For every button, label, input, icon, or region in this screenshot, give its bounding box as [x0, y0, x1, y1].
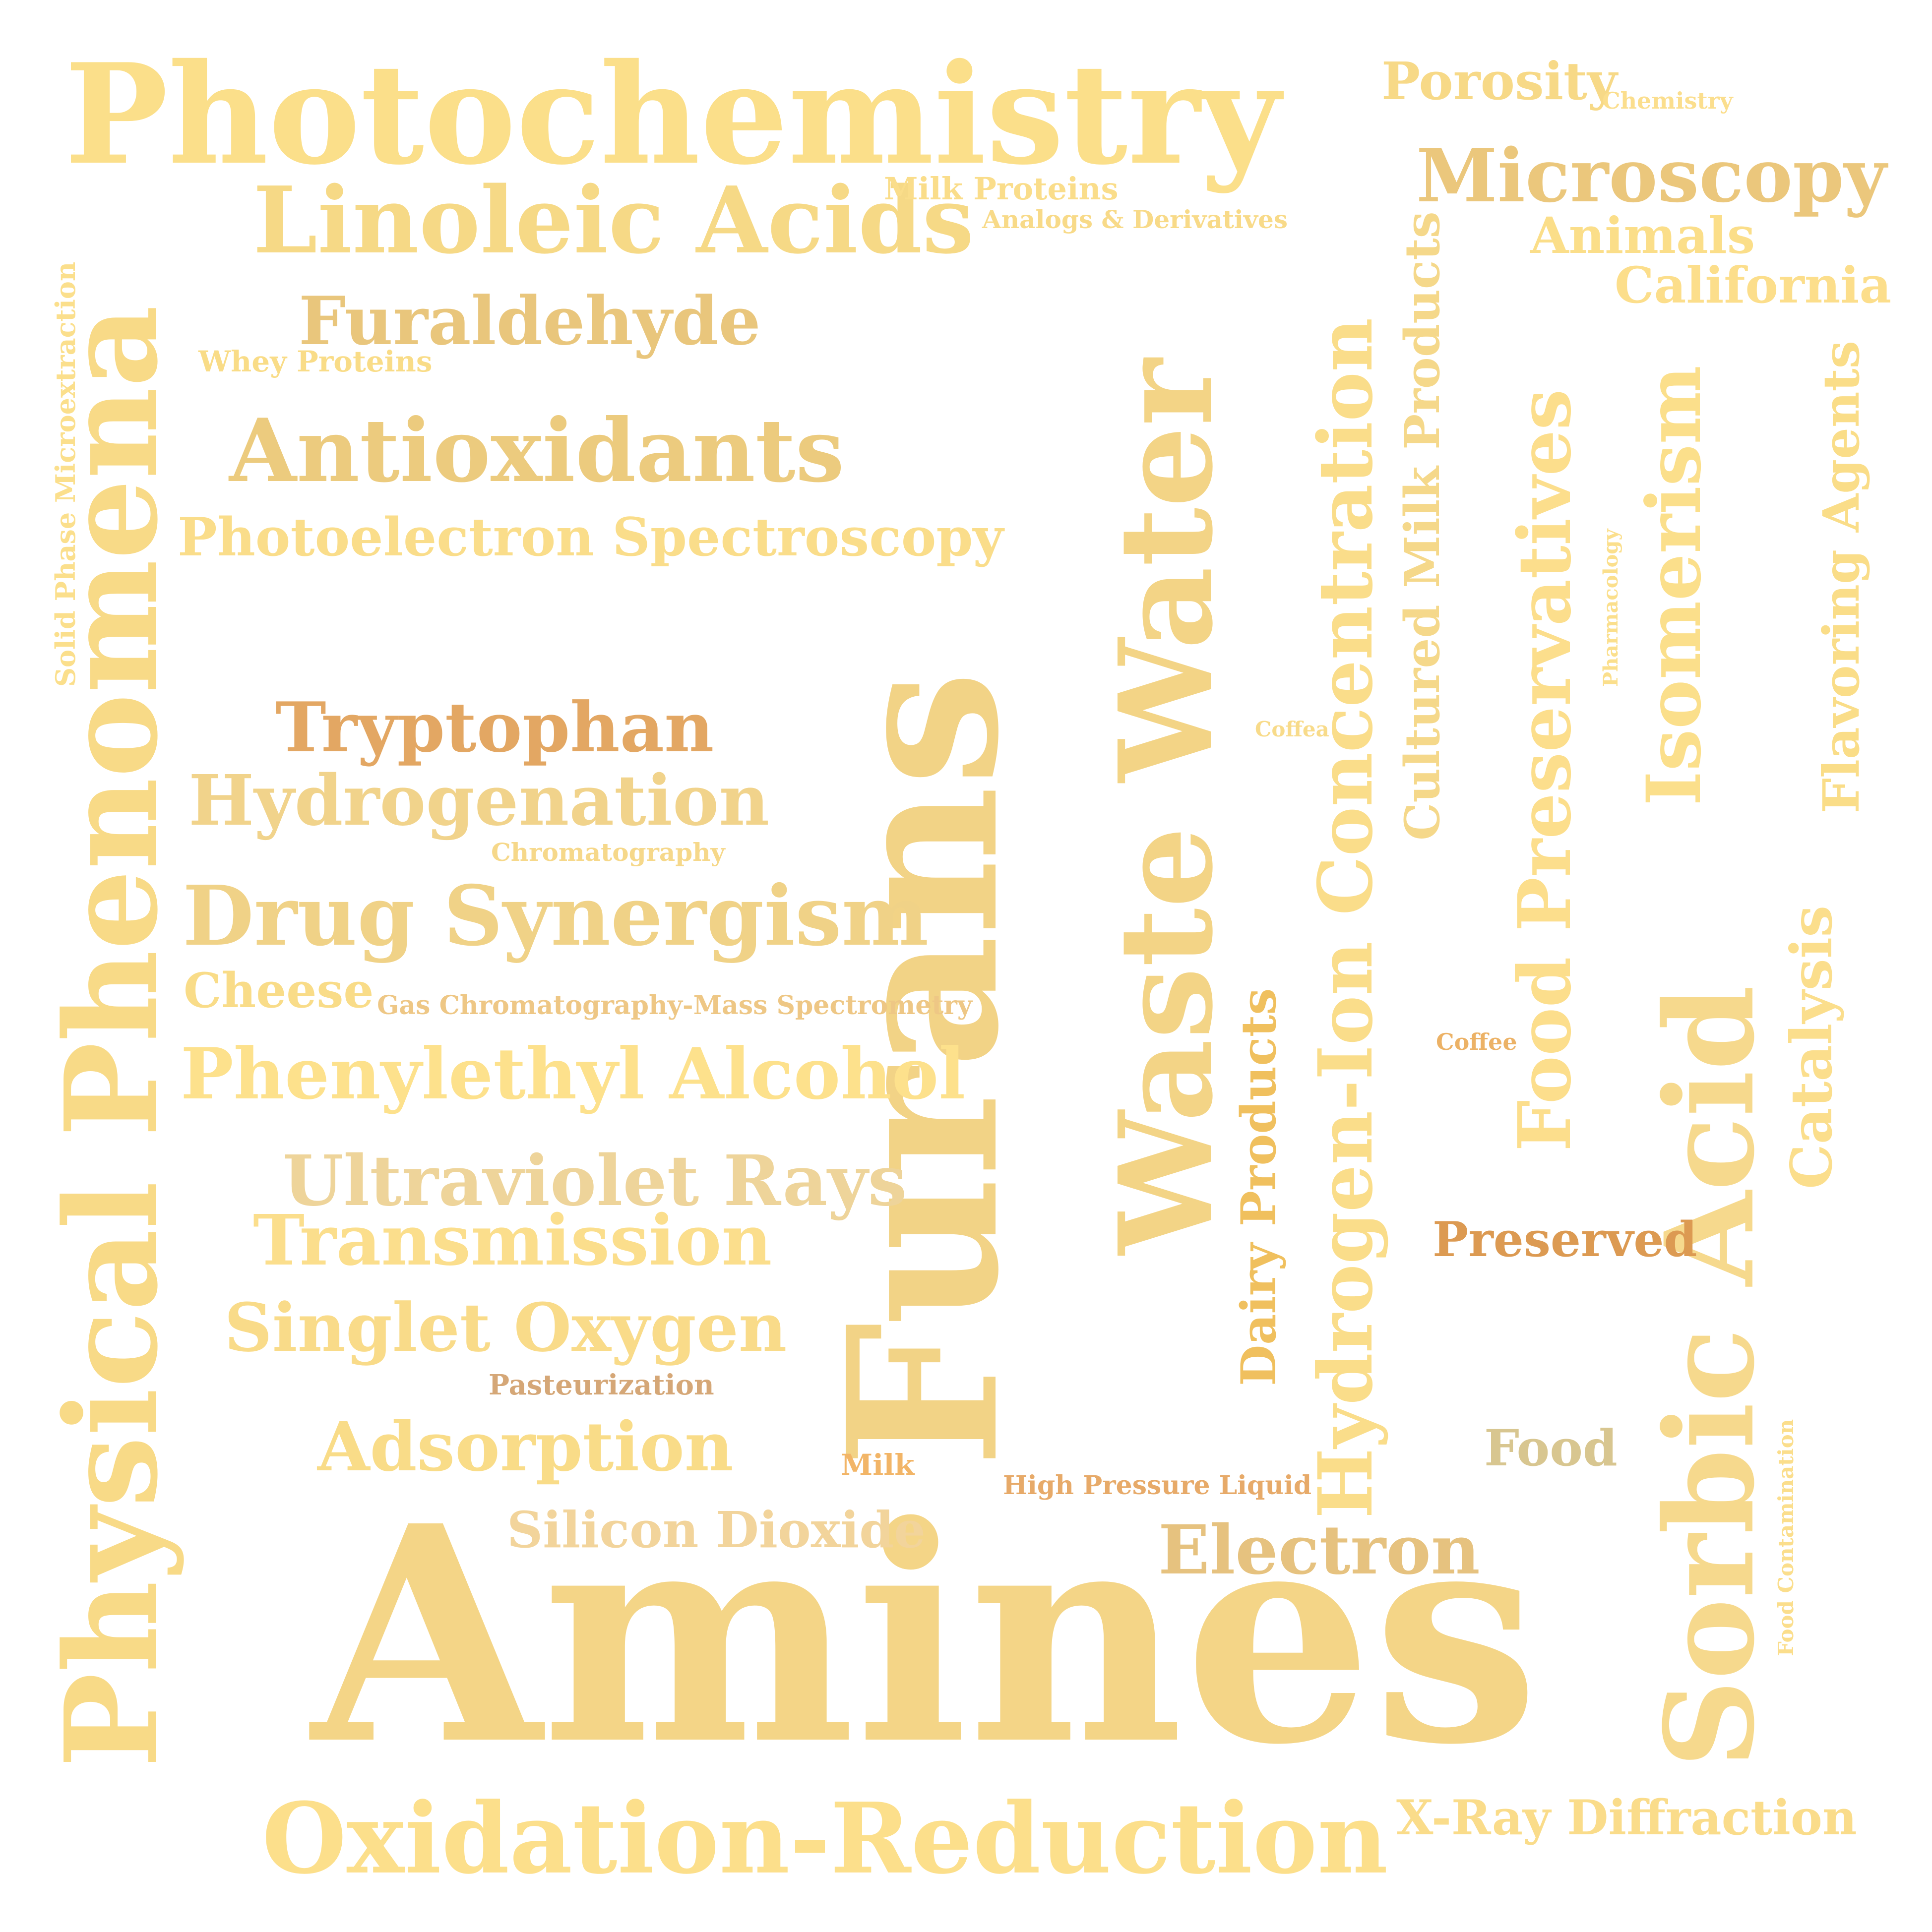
word-pharmacology: Pharmacology: [1599, 529, 1622, 687]
word-electron: Electron: [1158, 1510, 1480, 1590]
word-hydrogenation: Hydrogenation: [188, 760, 770, 842]
word-linoleic-acids: Linoleic Acids: [253, 166, 974, 274]
word-coffee: Coffee: [1436, 1028, 1517, 1055]
word-phenylethyl-alcohol: Phenylethyl Alcohol: [181, 1033, 966, 1115]
word-drug-synergism: Drug Synergism: [183, 868, 929, 965]
word-california: California: [1615, 256, 1892, 314]
word-microscopy: Microscopy: [1416, 132, 1887, 219]
word-furaldehyde: Furaldehyde: [299, 282, 761, 360]
word-waste-water: Waste Water: [1091, 359, 1241, 1255]
word-whey-proteins: Whey Proteins: [198, 345, 433, 378]
word-transmission: Transmission: [253, 1200, 772, 1281]
word-analogs-derivatives: Analogs & Derivatives: [982, 205, 1288, 234]
word-high-pressure-liquid: High Pressure Liquid: [1003, 1470, 1312, 1501]
word-milk: Milk: [841, 1448, 915, 1482]
word-oxidation-reduction: Oxidation-Reduction: [262, 1782, 1388, 1896]
word-antioxidants: Antioxidants: [229, 400, 845, 502]
word-gas-chromatography-mass-spectrometry: Gas Chromatography-Mass Spectrometry: [377, 990, 972, 1021]
word-hydrogen-ion-concentration: Hydrogen-Ion Concentration: [1302, 317, 1389, 1518]
word-pasteurization: Pasteurization: [489, 1369, 714, 1401]
word-tryptophan: Tryptophan: [275, 687, 714, 768]
word-isomerism: Isomerism: [1630, 365, 1718, 806]
word-flavoring-agents: Flavoring Agents: [1812, 340, 1870, 813]
word-silicon-dioxide: Silicon Dioxide: [507, 1501, 926, 1559]
word-food-preservatives: Food Preservatives: [1502, 389, 1587, 1151]
word-solid-phase-microextraction: Solid Phase Microextraction: [50, 261, 81, 687]
word-photoelectron-spectroscopy: Photoelectron Spectroscopy: [178, 506, 1004, 568]
word-ultraviolet-rays: Ultraviolet Rays: [283, 1141, 907, 1222]
word-food: Food: [1484, 1419, 1618, 1477]
word-catalysis: Catalysis: [1778, 905, 1845, 1189]
word-cheese: Cheese: [184, 963, 374, 1019]
word-chromatography: Chromatography: [491, 838, 725, 867]
word-sorbic-acid: Sorbic Acid: [1638, 985, 1782, 1768]
word-chemistry: Chemistry: [1602, 87, 1733, 114]
word-porosity: Porosity: [1381, 51, 1618, 112]
word-dairy-products: Dairy Products: [1231, 988, 1287, 1386]
word-milk-proteins: Milk Proteins: [884, 171, 1119, 207]
word-photochemistry: Photochemistry: [64, 33, 1281, 195]
word-preserved: Preserved: [1433, 1211, 1697, 1268]
word-cultured-milk-products: Cultured Milk Products: [1394, 211, 1450, 841]
word-animals: Animals: [1530, 206, 1755, 265]
word-x-ray-diffraction: X-Ray Diffraction: [1396, 1790, 1857, 1846]
word-singlet-oxygen: Singlet Oxygen: [224, 1288, 787, 1367]
word-amines: Amines: [312, 1461, 1540, 1810]
word-food-contamination: Food Contamination: [1774, 1419, 1798, 1656]
word-adsorption: Adsorption: [317, 1407, 734, 1487]
word-coffea: Coffea: [1255, 717, 1329, 741]
